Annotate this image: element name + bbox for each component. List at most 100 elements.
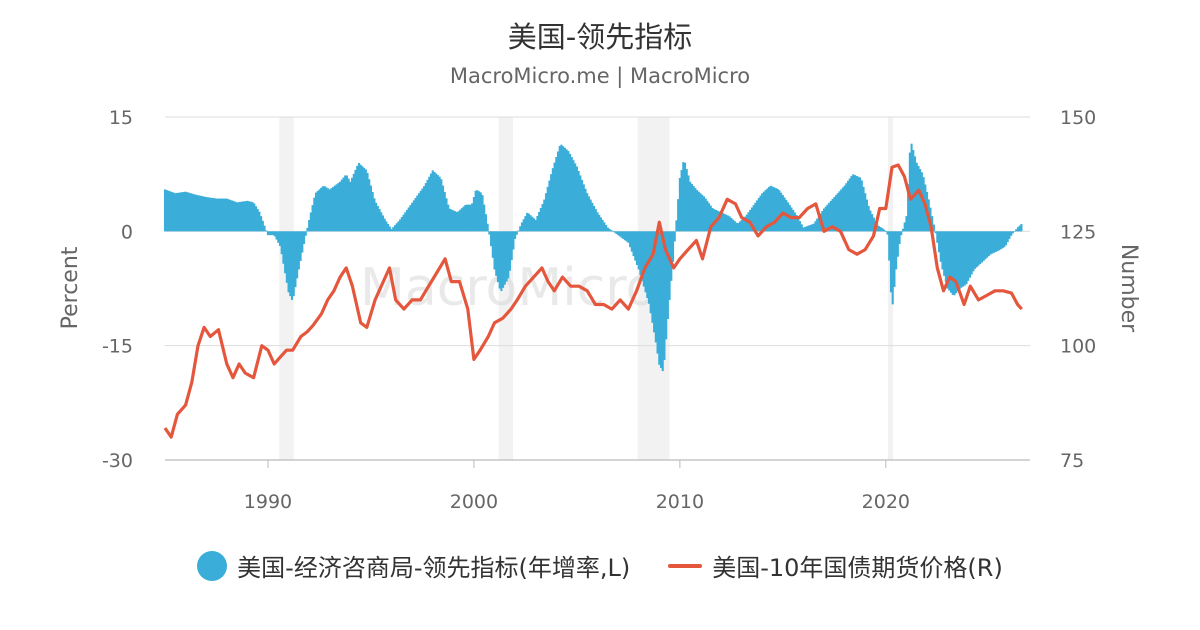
leading-index-bar — [308, 219, 311, 232]
leading-index-bar — [726, 215, 729, 232]
leading-index-bar — [634, 231, 637, 261]
leading-index-bar — [567, 150, 570, 232]
leading-index-bar — [404, 212, 407, 232]
legend-item-treasury-futures[interactable]: 美国-10年国债期货价格(R) — [668, 548, 1003, 583]
leading-index-bar — [407, 207, 410, 232]
leading-index-bar — [342, 177, 345, 232]
leading-index-bar — [756, 200, 759, 232]
leading-index-bar — [352, 173, 355, 232]
leading-index-bar — [483, 204, 486, 232]
leading-index-bar — [864, 193, 867, 232]
leading-index-bar — [1013, 231, 1016, 232]
leading-index-bar — [992, 231, 996, 253]
leading-index-bar — [172, 192, 175, 232]
leading-index-bar — [215, 198, 218, 232]
leading-index-bar — [510, 231, 513, 261]
leading-index-bar — [502, 231, 505, 288]
leading-index-bar — [186, 192, 189, 232]
leading-index-bar — [888, 231, 891, 261]
leading-index-bar — [211, 198, 215, 232]
leading-index-bar — [206, 197, 209, 232]
leading-index-bar — [677, 199, 680, 232]
leading-index-bar — [218, 198, 221, 232]
leading-index-bar — [503, 231, 506, 285]
leading-index-bar — [891, 231, 894, 305]
leading-index-bar — [989, 231, 992, 255]
leading-index-bar — [723, 213, 726, 232]
leading-index-bar — [838, 191, 841, 232]
leading-index-bar — [568, 153, 572, 232]
leading-index-bar — [565, 149, 568, 232]
leading-index-bar — [582, 184, 585, 232]
leading-index-bar — [438, 176, 441, 232]
leading-index-bar — [720, 212, 723, 232]
leading-index-bar — [580, 179, 584, 232]
leading-index-bar — [484, 214, 488, 232]
leading-index-bar — [632, 231, 635, 257]
leading-index-bar — [239, 201, 242, 232]
leading-index-bar — [944, 231, 947, 283]
leading-index-bar — [383, 218, 386, 232]
leading-index-bar — [313, 197, 316, 232]
leading-index-bar — [266, 231, 270, 236]
leading-index-bar — [490, 231, 493, 247]
leading-index-bar — [339, 181, 342, 232]
leading-index-bar — [460, 208, 463, 232]
legend-item-leading-index[interactable]: 美国-经济咨商局-领先指标(年增率,L) — [197, 548, 630, 583]
leading-index-bar — [857, 176, 860, 232]
leading-index-bar — [965, 231, 968, 285]
leading-index-bar — [553, 162, 556, 232]
leading-index-bar — [508, 231, 512, 271]
leading-index-bar — [773, 187, 776, 232]
leading-index-bar — [797, 217, 800, 232]
leading-index-bar — [260, 216, 263, 232]
leading-index-bar — [1015, 229, 1018, 232]
leading-index-bar — [841, 187, 844, 232]
leading-index-bar — [598, 214, 601, 232]
legend-label-treasury-futures: 美国-10年国债期货价格(R) — [712, 554, 1003, 582]
leading-index-bar — [409, 205, 412, 232]
leading-index-bar — [474, 190, 477, 232]
right-tick-label: 150 — [1060, 107, 1096, 129]
leading-index-bar — [960, 231, 963, 288]
leading-index-bar — [833, 197, 836, 232]
leading-index-bar — [412, 200, 415, 232]
leading-index-bar — [683, 162, 687, 232]
leading-index-bar — [560, 144, 563, 232]
leading-index-bar — [356, 165, 359, 232]
leading-index-bar — [599, 217, 602, 232]
leading-index-bar — [591, 202, 594, 232]
leading-index-bar — [575, 166, 578, 232]
leading-index-bar — [697, 191, 700, 232]
leading-index-bar — [325, 187, 328, 232]
leading-index-bar — [414, 197, 417, 232]
leading-index-bar — [440, 179, 443, 232]
leading-index-bar — [363, 167, 366, 232]
leading-index-bar — [519, 226, 522, 232]
leading-index-bar — [371, 191, 374, 232]
leading-index-bar — [323, 186, 326, 232]
leading-index-bar — [630, 231, 633, 252]
leading-index-bar — [194, 194, 197, 232]
chart-title: 美国-领先指标 — [507, 20, 693, 54]
leading-index-bar — [249, 201, 252, 232]
leading-index-bar — [462, 206, 465, 232]
leading-index-bar — [617, 231, 620, 236]
leading-index-bar — [253, 203, 256, 232]
leading-index-bar — [826, 204, 829, 232]
leading-index-bar — [395, 223, 398, 232]
leading-index-bar — [488, 231, 491, 235]
leading-index-bar — [939, 231, 942, 262]
leading-index-bar — [907, 184, 910, 232]
legend: 美国-经济咨商局-领先指标(年增率,L) 美国-10年国债期货价格(R) — [0, 548, 1200, 583]
leading-index-bar — [910, 143, 913, 232]
leading-index-bar — [277, 231, 280, 243]
leading-index-bar — [860, 180, 863, 232]
leading-index-bar — [450, 209, 453, 232]
leading-index-bar — [946, 231, 949, 289]
leading-index-bar — [431, 170, 434, 232]
leading-index-bar — [728, 216, 731, 232]
leading-index-bar — [282, 231, 285, 264]
leading-index-bar — [843, 185, 846, 232]
leading-index-bar — [949, 231, 953, 293]
